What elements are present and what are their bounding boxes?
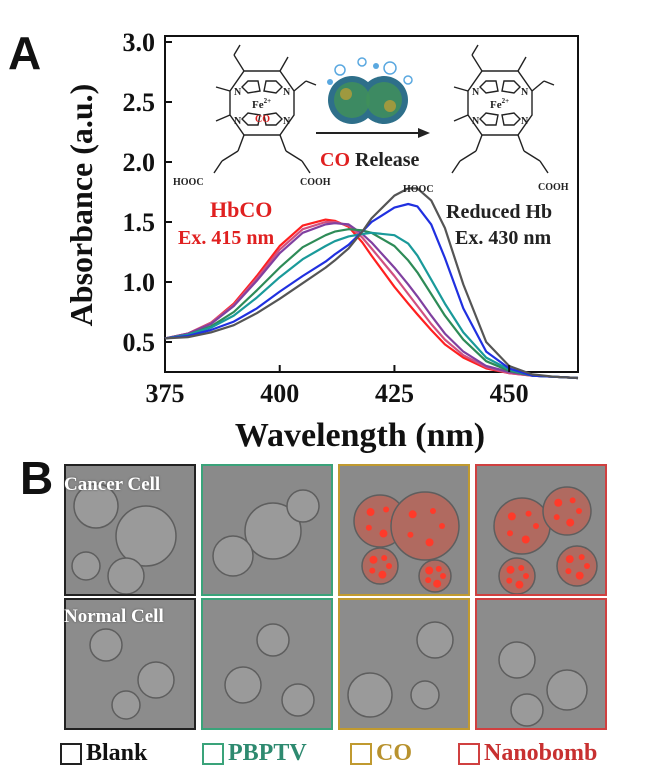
- co-release-label: CO Release: [320, 149, 420, 171]
- hbco-molecule: [213, 44, 317, 174]
- reduced-hb-excitation-label: Ex. 430 nm: [455, 227, 551, 249]
- n-atom-label: N: [283, 116, 291, 127]
- release-arrow: [316, 128, 430, 138]
- fe-atom-label: Fe2+: [252, 97, 271, 111]
- legend-swatch: [60, 742, 82, 765]
- n-atom-label: N: [234, 87, 242, 98]
- y-tick-label: 1.5: [123, 208, 156, 237]
- x-axis-title: Wavelength (nm): [235, 417, 485, 454]
- legend-item-blank: Blank: [60, 740, 147, 767]
- row-label-normal-cell: Normal Cell: [64, 606, 164, 627]
- x-tick-label: 400: [260, 379, 299, 408]
- legend-swatch: [202, 742, 224, 765]
- micrograph-cell: [201, 598, 333, 730]
- y-tick-label: 3.0: [123, 28, 156, 57]
- micrograph-image: [498, 641, 588, 727]
- y-tick-label: 1.0: [123, 268, 156, 297]
- x-tick-label: 450: [490, 379, 529, 408]
- series-line-5: [164, 231, 579, 380]
- hbco-label: HbCO: [210, 197, 272, 222]
- row-label-cancer-cell: Cancer Cell: [64, 474, 161, 495]
- micrograph-cell: [201, 464, 333, 596]
- legend-swatch: [458, 742, 480, 765]
- panel-letter-a: A: [8, 27, 42, 79]
- reduced-hb-molecule: [451, 44, 555, 174]
- series-line-4: [164, 228, 579, 380]
- hooc-right-label: HOOC: [403, 184, 434, 195]
- series-line-6: [164, 202, 579, 380]
- hooc-left-label: HOOC: [173, 177, 204, 188]
- micrograph-image: [89, 628, 175, 720]
- micrograph-cell: [64, 464, 196, 596]
- legend-item-nanobomb: Nanobomb: [458, 740, 597, 767]
- legend-label: Blank: [86, 740, 148, 766]
- cooh-right-label: COOH: [538, 182, 569, 193]
- y-tick-label: 0.5: [123, 328, 156, 357]
- legend-label: CO: [376, 740, 412, 766]
- panel-b-legend: Blank PBPTV CO Nanobomb: [60, 740, 650, 776]
- x-tick-label: 425: [375, 379, 414, 408]
- x-tick-label: 375: [146, 379, 185, 408]
- reduced-hb-label: Reduced Hb: [446, 201, 552, 223]
- micrograph-cell: [338, 598, 470, 730]
- micrograph-image: [224, 623, 315, 717]
- y-tick-label: 2.5: [123, 88, 156, 117]
- n-atom-label: N: [472, 87, 480, 98]
- series-line-7: [164, 187, 579, 380]
- series-line-2: [164, 220, 579, 380]
- absorbance-chart: 375 400 425 450 0.5 1.0 1.5 2.0 2.5 3.0 Wavelengt…: [63, 28, 579, 454]
- legend-label: PBPTV: [228, 740, 307, 766]
- n-atom-label: N: [521, 116, 529, 127]
- micrograph-image: [71, 483, 177, 594]
- n-atom-label: N: [283, 87, 291, 98]
- legend-item-co: CO: [350, 740, 412, 767]
- hbco-excitation-label: Ex. 415 nm: [178, 227, 274, 249]
- n-atom-label: N: [234, 116, 242, 127]
- series-layer: [164, 187, 579, 380]
- n-atom-label: N: [521, 87, 529, 98]
- series-line-3: [164, 222, 579, 380]
- fe-atom-label: Fe2+: [490, 97, 509, 111]
- micrograph-cell: [475, 598, 607, 730]
- n-atom-label: N: [472, 116, 480, 127]
- nanobomb-particle: [327, 57, 413, 124]
- tick-layer: 375 400 425 450 0.5 1.0 1.5 2.0 2.5 3.0: [123, 28, 529, 408]
- micrograph-image: [493, 486, 598, 594]
- micrograph-cell: [475, 464, 607, 596]
- micrograph-image: [212, 489, 320, 577]
- micrograph-cell: [338, 464, 470, 596]
- co-ligand-label: CO: [255, 114, 270, 125]
- micrograph-image: [347, 621, 454, 718]
- micrograph-cell: [64, 598, 196, 730]
- legend-swatch: [350, 742, 372, 765]
- micrograph-image: [353, 491, 460, 593]
- plot-area-frame: [164, 35, 579, 373]
- legend-label: Nanobomb: [484, 740, 598, 766]
- cooh-left-label: COOH: [300, 177, 331, 188]
- y-tick-label: 2.0: [123, 148, 156, 177]
- y-axis-title: Absorbance (a.u.): [63, 84, 99, 327]
- panel-letter-b: B: [20, 452, 54, 504]
- legend-item-pbptv: PBPTV: [202, 740, 307, 767]
